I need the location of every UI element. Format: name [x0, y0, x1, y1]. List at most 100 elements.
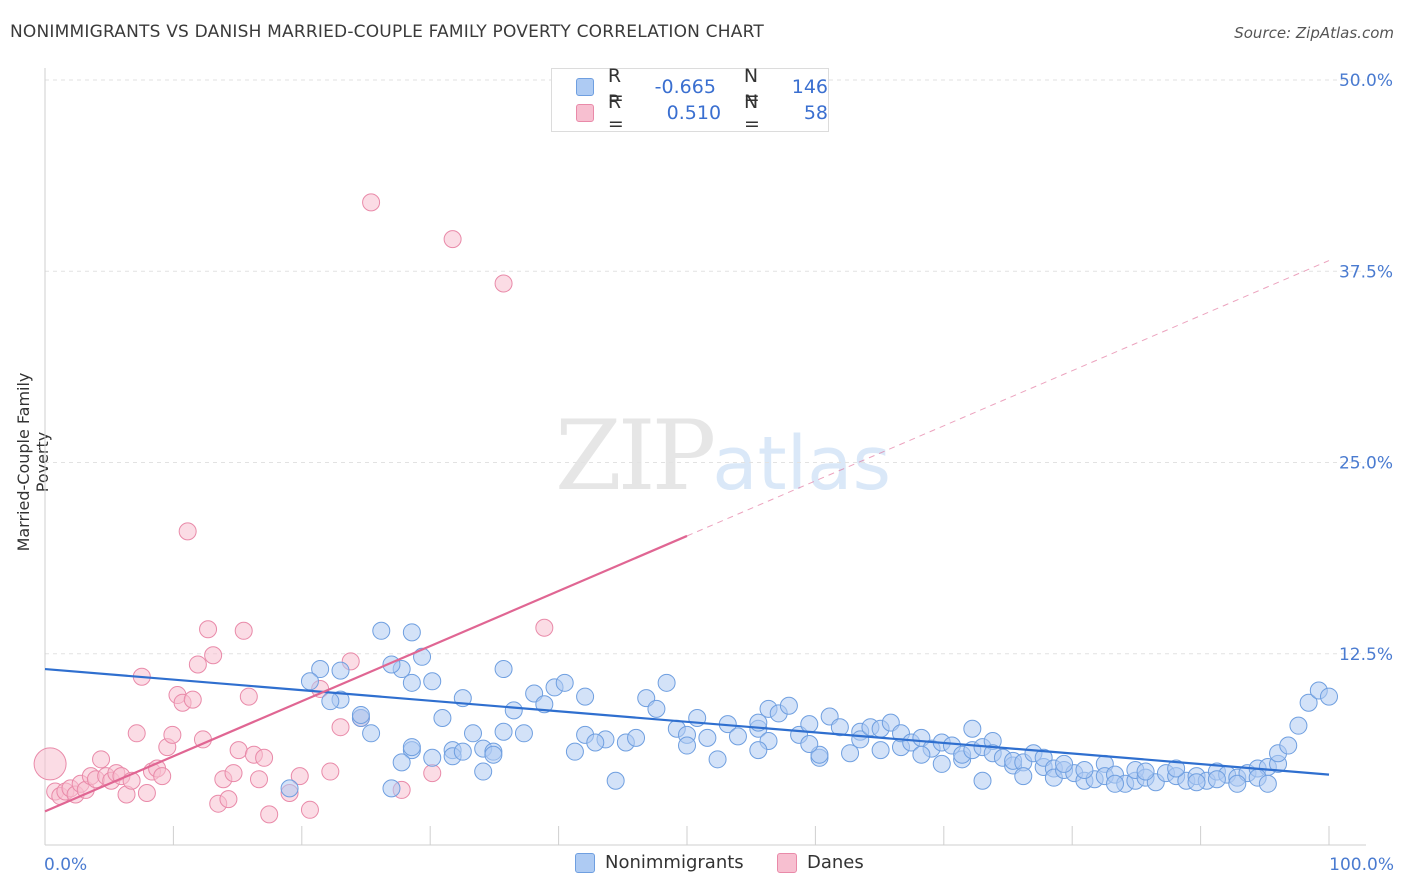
nonimmigrants-point: [779, 696, 798, 715]
nonimmigrants-point: [423, 748, 442, 767]
danes-point: [219, 790, 238, 809]
danes-point: [250, 770, 268, 789]
danes-point: [183, 690, 202, 709]
nonimmigrants-point: [402, 673, 421, 692]
danes-point: [199, 620, 218, 639]
danes-point: [290, 767, 309, 786]
legend-label-danes: Danes: [807, 852, 864, 873]
nonimmigrants-point: [433, 709, 452, 728]
nonimmigrants-point: [351, 705, 370, 724]
nonimmigrants-point: [1228, 774, 1247, 793]
danes-point: [331, 718, 350, 737]
nonimmigrants-point: [311, 660, 330, 679]
danes-point: [178, 522, 197, 541]
nonimmigrants-point: [1289, 716, 1308, 735]
y-tick-label: 12.5%: [1339, 645, 1393, 665]
nonimmigrants-point: [1136, 762, 1155, 781]
nonimmigrants-point: [830, 718, 849, 737]
nonimmigrants-point: [321, 692, 340, 711]
nonimmigrants-point: [1187, 773, 1206, 792]
danes-point: [300, 800, 319, 819]
nonimmigrants-point: [1014, 767, 1033, 786]
nonimmigrants-point: [708, 750, 727, 769]
danes-point: [163, 725, 182, 744]
nonimmigrants-point: [749, 741, 768, 760]
chart-title: NONIMMIGRANTS VS DANISH MARRIED-COUPLE F…: [10, 22, 764, 42]
x-tick-label: 0.0%: [44, 855, 87, 875]
x-tick-label: 100.0%: [1329, 855, 1394, 875]
nonimmigrants-point: [362, 724, 381, 743]
legend-r-label: R =: [607, 65, 624, 109]
nonimmigrants-point: [382, 779, 401, 798]
nonimmigrants-point: [606, 771, 625, 790]
legend-swatch-blue: [575, 852, 595, 873]
nonimmigrants-point: [963, 719, 982, 738]
nonimmigrants-point: [973, 771, 992, 790]
danes-trend-extension: [686, 260, 1330, 537]
nonimmigrants-point: [698, 728, 717, 747]
y-tick-label: 50.0%: [1339, 71, 1393, 91]
legend-n-label: N =: [743, 65, 760, 109]
nonimmigrants-point: [871, 741, 890, 760]
nonimmigrants-point: [494, 660, 513, 679]
nonimmigrants-point: [280, 779, 299, 798]
nonimmigrants-point: [647, 699, 666, 718]
nonimmigrants-point: [1167, 759, 1186, 778]
nonimmigrants-point: [932, 754, 951, 773]
nonimmigrants-point: [402, 623, 421, 642]
danes-point: [239, 687, 258, 706]
nonimmigrants-point: [1207, 770, 1226, 789]
nonimmigrants-point: [1075, 761, 1094, 780]
danes-point: [234, 621, 253, 640]
y-tick-label: 25.0%: [1339, 454, 1393, 474]
nonimmigrants-point: [678, 736, 696, 755]
nonimmigrants-point: [728, 727, 747, 746]
legend-r-label: R =: [607, 91, 624, 135]
danes-point: [423, 764, 442, 783]
nonimmigrants-point: [331, 661, 350, 680]
nonimmigrants-point: [413, 647, 432, 666]
nonimmigrants-point: [300, 672, 319, 691]
nonimmigrants-point: [657, 673, 676, 692]
nonimmigrants-point: [494, 722, 513, 741]
axes: [44, 68, 1366, 846]
legend-n-label: N =: [744, 91, 760, 135]
legend-item-nonimmigrants: Nonimmigrants: [575, 852, 744, 873]
nonimmigrants-trend-line: [44, 667, 1330, 776]
nonimmigrants-point: [474, 762, 493, 781]
nonimmigrants-point: [535, 695, 554, 714]
danes-point: [229, 741, 248, 760]
series-legend: Nonimmigrants Danes: [0, 852, 1406, 878]
danes-point: [153, 767, 172, 786]
nonimmigrants-point: [1279, 736, 1298, 755]
danes-point: [127, 724, 146, 743]
danes-point: [494, 274, 513, 293]
watermark: ZIPatlas: [555, 400, 891, 512]
danes-point: [443, 230, 462, 249]
nonimmigrants-point: [912, 745, 931, 764]
trend-lines: [44, 260, 1330, 813]
nonimmigrants-point: [800, 715, 819, 734]
legend-n-value: 58: [803, 102, 828, 124]
nonimmigrants-point: [372, 621, 391, 640]
nonimmigrants-point: [1299, 693, 1318, 712]
danes-point: [137, 783, 156, 802]
nonimmigrants-point: [586, 733, 605, 752]
nonimmigrants-point: [504, 701, 523, 720]
nonimmigrants-point: [402, 738, 421, 757]
y-tick-label: 37.5%: [1339, 262, 1393, 282]
danes-point: [204, 646, 223, 665]
legend-label-nonimmigrants: Nonimmigrants: [605, 852, 744, 873]
nonimmigrants-point: [576, 687, 595, 706]
nonimmigrants-point: [423, 672, 442, 691]
watermark-atlas: atlas: [712, 421, 892, 507]
watermark-zip: ZIP: [555, 400, 716, 512]
nonimmigrants-point: [392, 753, 411, 772]
danes-point: [321, 762, 340, 781]
legend-swatch-blue: [576, 78, 594, 96]
tick-labels: 12.5% 25.0% 37.5% 50.0% 0.0% 100.0%: [44, 71, 1394, 875]
nonimmigrants-point: [565, 742, 584, 761]
nonimmigrants-point: [464, 724, 482, 743]
danes-point: [188, 655, 207, 674]
